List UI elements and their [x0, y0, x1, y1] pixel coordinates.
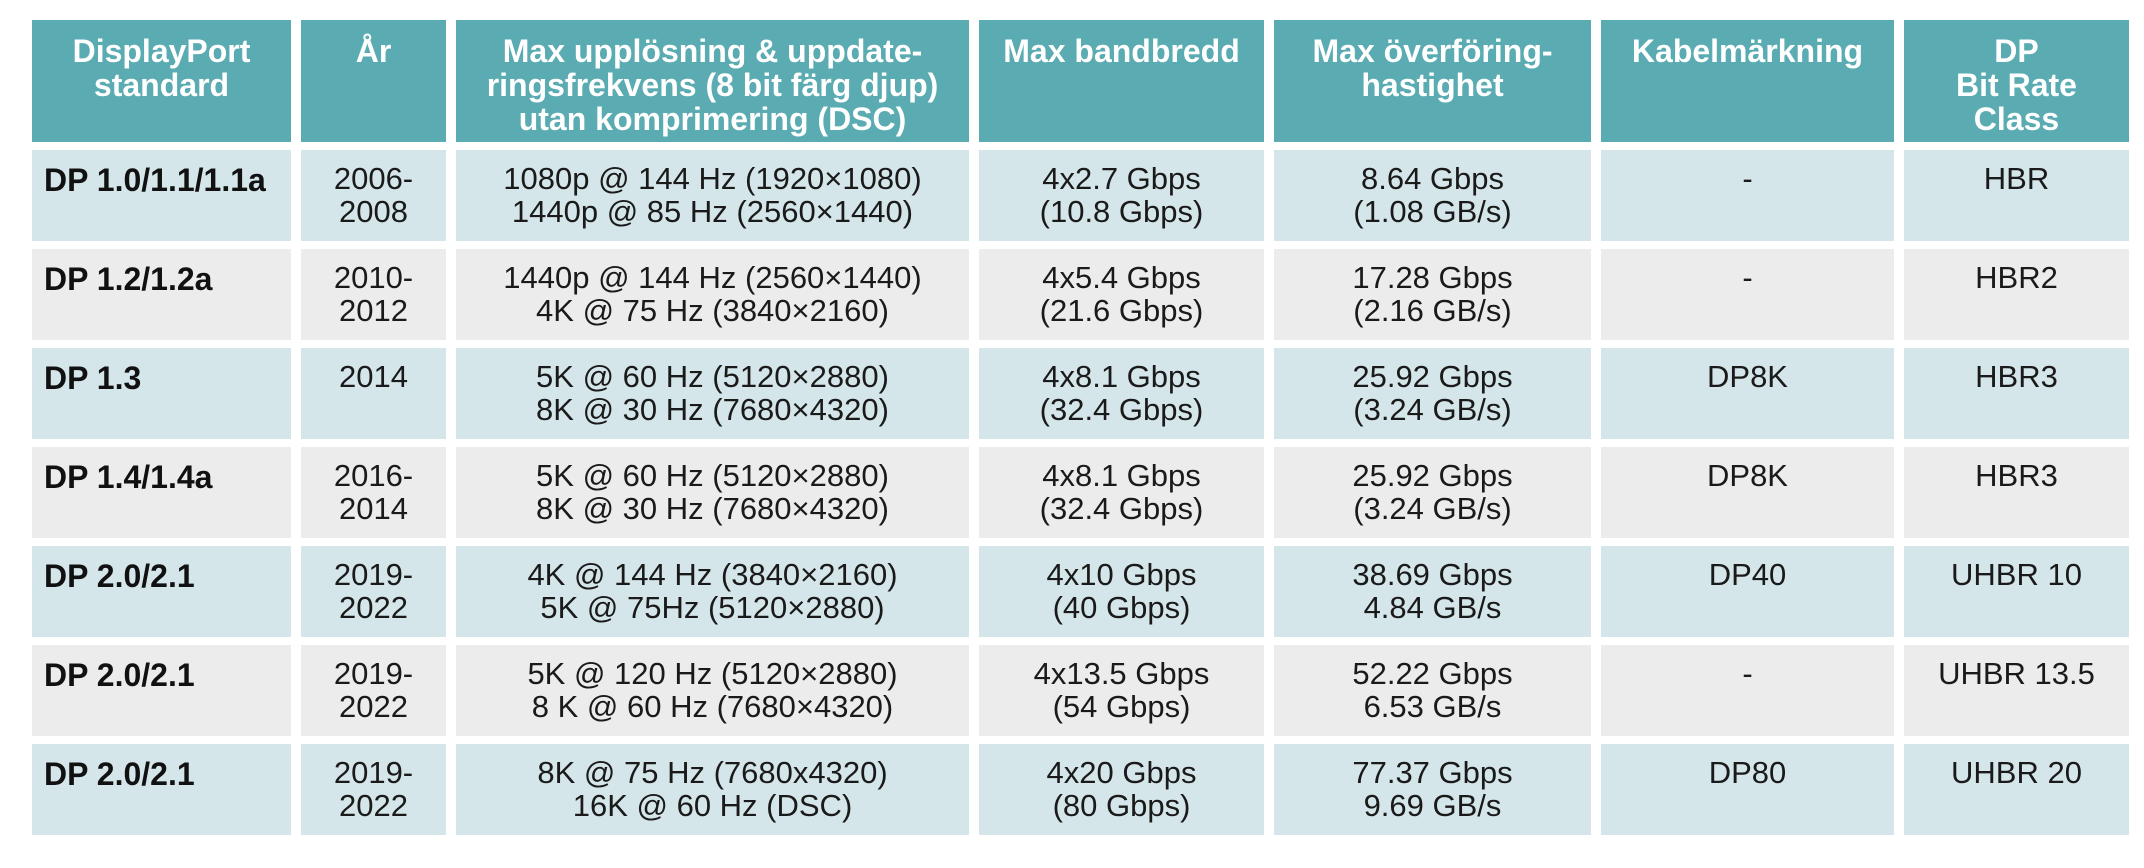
cell-cable: -: [1601, 645, 1894, 736]
displayport-standards-table: DisplayPort standard År Max upplösning &…: [22, 12, 2139, 843]
cell-transfer: 52.22 Gbps 6.53 GB/s: [1274, 645, 1591, 736]
cell-year: 2016- 2014: [301, 447, 446, 538]
cell-transfer: 17.28 Gbps (2.16 GB/s): [1274, 249, 1591, 340]
cell-resolution: 5K @ 120 Hz (5120×2880) 8 K @ 60 Hz (768…: [456, 645, 969, 736]
cell-cable: -: [1601, 249, 1894, 340]
table-row: DP 2.0/2.1 2019- 2022 8K @ 75 Hz (7680x4…: [32, 744, 2129, 835]
header-displayport-standard: DisplayPort standard: [32, 20, 291, 142]
cell-resolution: 5K @ 60 Hz (5120×2880) 8K @ 30 Hz (7680×…: [456, 348, 969, 439]
cell-cable: DP80: [1601, 744, 1894, 835]
table-row: DP 2.0/2.1 2019- 2022 5K @ 120 Hz (5120×…: [32, 645, 2129, 736]
header-row: DisplayPort standard År Max upplösning &…: [32, 20, 2129, 142]
cell-standard: DP 2.0/2.1: [32, 546, 291, 637]
header-max-transfer-rate: Max överföring- hastighet: [1274, 20, 1591, 142]
header-year: År: [301, 20, 446, 142]
header-dp-bit-rate-class: DP Bit Rate Class: [1904, 20, 2129, 142]
cell-resolution: 1080p @ 144 Hz (1920×1080) 1440p @ 85 Hz…: [456, 150, 969, 241]
cell-bitrate: HBR: [1904, 150, 2129, 241]
cell-bandwidth: 4x13.5 Gbps (54 Gbps): [979, 645, 1264, 736]
cell-bitrate: HBR3: [1904, 447, 2129, 538]
cell-year: 2006- 2008: [301, 150, 446, 241]
cell-bitrate: UHBR 10: [1904, 546, 2129, 637]
table-row: DP 1.3 2014 5K @ 60 Hz (5120×2880) 8K @ …: [32, 348, 2129, 439]
cell-standard: DP 1.4/1.4a: [32, 447, 291, 538]
cell-bitrate: HBR2: [1904, 249, 2129, 340]
cell-transfer: 38.69 Gbps 4.84 GB/s: [1274, 546, 1591, 637]
cell-bandwidth: 4x10 Gbps (40 Gbps): [979, 546, 1264, 637]
cell-bandwidth: 4x8.1 Gbps (32.4 Gbps): [979, 348, 1264, 439]
cell-transfer: 8.64 Gbps (1.08 GB/s): [1274, 150, 1591, 241]
cell-year: 2010- 2012: [301, 249, 446, 340]
cell-cable: DP8K: [1601, 447, 1894, 538]
cell-bitrate: HBR3: [1904, 348, 2129, 439]
cell-standard: DP 1.2/1.2a: [32, 249, 291, 340]
cell-cable: -: [1601, 150, 1894, 241]
cell-standard: DP 1.3: [32, 348, 291, 439]
cell-bandwidth: 4x8.1 Gbps (32.4 Gbps): [979, 447, 1264, 538]
cell-standard: DP 1.0/1.1/1.1a: [32, 150, 291, 241]
cell-standard: DP 2.0/2.1: [32, 744, 291, 835]
header-max-bandwidth: Max bandbredd: [979, 20, 1264, 142]
cell-resolution: 1440p @ 144 Hz (2560×1440) 4K @ 75 Hz (3…: [456, 249, 969, 340]
table-row: DP 1.2/1.2a 2010- 2012 1440p @ 144 Hz (2…: [32, 249, 2129, 340]
cell-resolution: 4K @ 144 Hz (3840×2160) 5K @ 75Hz (5120×…: [456, 546, 969, 637]
cell-bandwidth: 4x20 Gbps (80 Gbps): [979, 744, 1264, 835]
cell-transfer: 77.37 Gbps 9.69 GB/s: [1274, 744, 1591, 835]
header-cable-marking: Kabelmärkning: [1601, 20, 1894, 142]
cell-transfer: 25.92 Gbps (3.24 GB/s): [1274, 447, 1591, 538]
table-row: DP 1.0/1.1/1.1a 2006- 2008 1080p @ 144 H…: [32, 150, 2129, 241]
cell-bandwidth: 4x2.7 Gbps (10.8 Gbps): [979, 150, 1264, 241]
cell-year: 2019- 2022: [301, 546, 446, 637]
table-row: DP 1.4/1.4a 2016- 2014 5K @ 60 Hz (5120×…: [32, 447, 2129, 538]
cell-bitrate: UHBR 13.5: [1904, 645, 2129, 736]
cell-cable: DP8K: [1601, 348, 1894, 439]
cell-bitrate: UHBR 20: [1904, 744, 2129, 835]
cell-year: 2014: [301, 348, 446, 439]
cell-year: 2019- 2022: [301, 645, 446, 736]
table-row: DP 2.0/2.1 2019- 2022 4K @ 144 Hz (3840×…: [32, 546, 2129, 637]
cell-year: 2019- 2022: [301, 744, 446, 835]
cell-resolution: 8K @ 75 Hz (7680x4320) 16K @ 60 Hz (DSC): [456, 744, 969, 835]
header-max-resolution: Max upplösning & uppdate- ringsfrekvens …: [456, 20, 969, 142]
cell-standard: DP 2.0/2.1: [32, 645, 291, 736]
cell-transfer: 25.92 Gbps (3.24 GB/s): [1274, 348, 1591, 439]
cell-cable: DP40: [1601, 546, 1894, 637]
cell-resolution: 5K @ 60 Hz (5120×2880) 8K @ 30 Hz (7680×…: [456, 447, 969, 538]
cell-bandwidth: 4x5.4 Gbps (21.6 Gbps): [979, 249, 1264, 340]
